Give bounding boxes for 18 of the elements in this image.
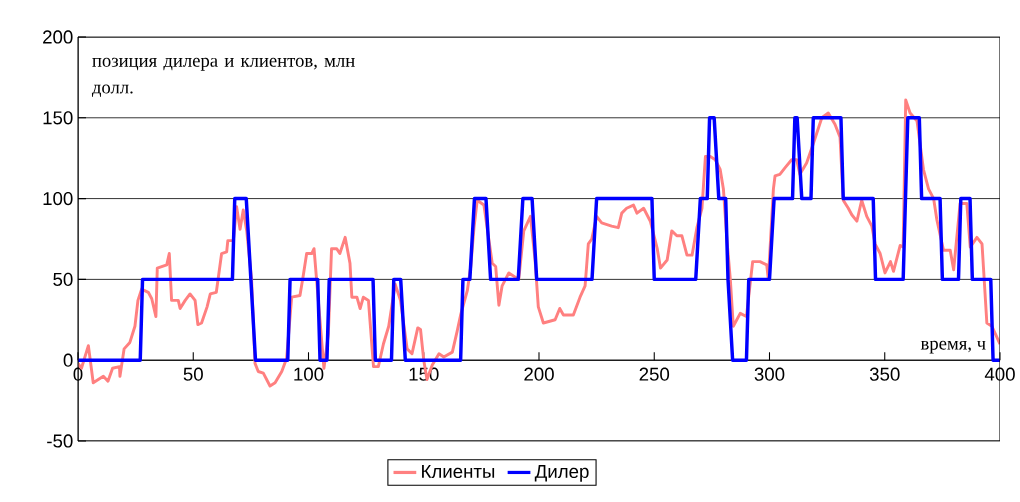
y-axis-title: позиция дилера и клиентов, млн долл. <box>91 57 355 97</box>
x-tick-label: 250 <box>639 367 670 381</box>
legend-label: Клиенты <box>422 465 495 479</box>
x-tick-label: 50 <box>183 367 203 381</box>
x-tick-label: 400 <box>984 367 1015 381</box>
x-tick-label: 300 <box>754 367 785 381</box>
y-tick-label: 50 <box>53 272 73 286</box>
y-tick-label: 100 <box>43 191 73 206</box>
y-tick-label: 150 <box>43 111 73 125</box>
x-tick-label: 100 <box>294 367 324 381</box>
y-tick-label: 0 <box>63 353 73 367</box>
x-axis-title: время, ч <box>920 340 986 354</box>
x-tick-label: 200 <box>524 367 554 381</box>
line-series <box>78 116 1000 362</box>
y-tick-label: -50 <box>47 434 73 448</box>
x-tick-label: 350 <box>869 367 900 381</box>
y-tick-label: 200 <box>43 30 73 44</box>
legend-label: Дилер <box>534 465 589 482</box>
